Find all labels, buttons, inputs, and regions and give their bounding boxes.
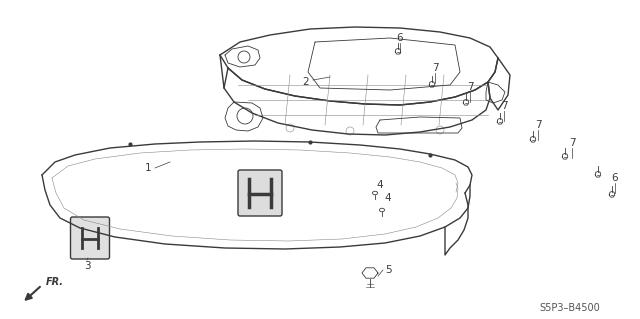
Text: 7: 7 — [569, 138, 575, 148]
Text: S5P3–B4500: S5P3–B4500 — [540, 303, 600, 313]
Text: 6: 6 — [612, 173, 618, 183]
FancyBboxPatch shape — [238, 170, 282, 216]
Text: 4: 4 — [377, 180, 383, 190]
Text: 7: 7 — [432, 63, 438, 73]
Text: 7: 7 — [534, 120, 541, 130]
Text: 7: 7 — [500, 101, 508, 111]
Text: 1: 1 — [145, 163, 151, 173]
Text: FR.: FR. — [46, 277, 64, 287]
Text: 4: 4 — [385, 193, 391, 203]
Text: 2: 2 — [303, 77, 309, 87]
Text: 5: 5 — [385, 265, 391, 275]
Text: 6: 6 — [397, 33, 403, 43]
Text: 3: 3 — [84, 261, 90, 271]
Text: 7: 7 — [467, 82, 474, 92]
FancyBboxPatch shape — [70, 217, 109, 259]
